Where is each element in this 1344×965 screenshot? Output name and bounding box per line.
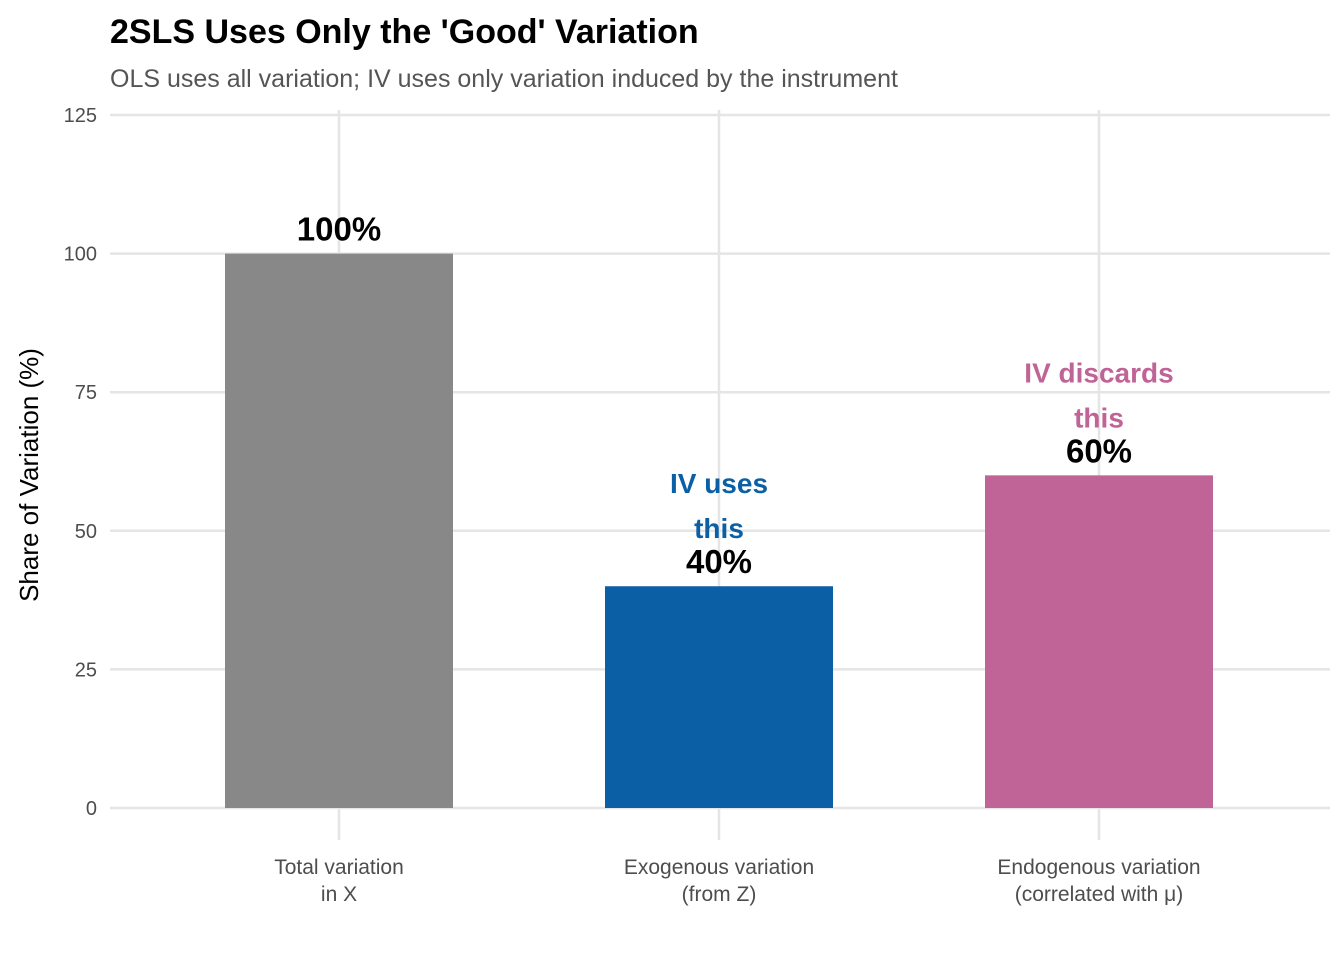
chart-subtitle: OLS uses all variation; IV uses only var… <box>110 65 898 93</box>
y-tick-label: 25 <box>75 659 97 681</box>
x-tick-label: (from Z) <box>682 883 757 906</box>
value-label: 60% <box>1066 432 1132 469</box>
y-tick-label: 75 <box>75 382 97 404</box>
bar <box>985 475 1213 808</box>
chart-title: 2SLS Uses Only the 'Good' Variation <box>110 13 699 51</box>
x-tick-label: in X <box>321 883 357 906</box>
bar <box>225 253 453 809</box>
x-tick-label: Endogenous variation <box>997 856 1200 879</box>
y-tick-label: 125 <box>64 105 97 127</box>
y-axis-label: Share of Variation (%) <box>14 348 44 602</box>
annotation-label: this <box>694 513 744 544</box>
y-tick-label: 100 <box>64 244 97 266</box>
y-tick-label: 50 <box>75 521 97 543</box>
x-tick-label: Exogenous variation <box>624 856 814 879</box>
bar <box>605 586 833 808</box>
x-tick-label: Total variation <box>274 856 404 879</box>
annotation-label: IV uses <box>670 468 768 499</box>
value-label: 100% <box>297 211 381 248</box>
value-label: 40% <box>686 543 752 580</box>
x-tick-label: (correlated with μ) <box>1015 883 1183 906</box>
annotation-label: IV discards <box>1024 357 1173 388</box>
y-tick-label: 0 <box>86 798 97 820</box>
annotation-label: this <box>1074 402 1124 433</box>
